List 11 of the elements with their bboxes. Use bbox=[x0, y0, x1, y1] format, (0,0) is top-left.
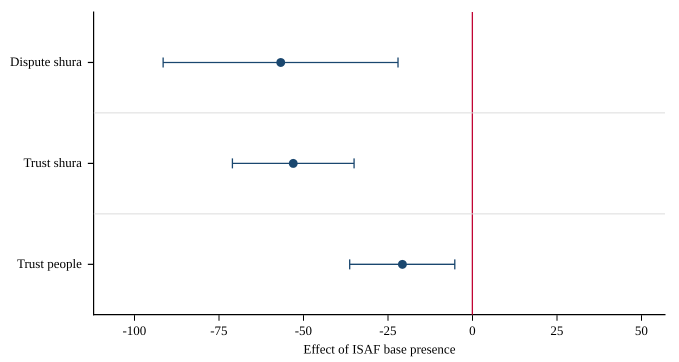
y-tick-label: Dispute shura bbox=[10, 54, 82, 69]
x-tick-label: -25 bbox=[379, 323, 397, 338]
y-tick-label: Trust shura bbox=[23, 154, 82, 170]
x-axis-title: Effect of ISAF base presence bbox=[303, 342, 456, 357]
y-tick-label: Trust people bbox=[16, 256, 82, 271]
x-tick-label: -75 bbox=[210, 323, 228, 338]
x-tick-label: -100 bbox=[122, 323, 146, 338]
x-tick-label: 50 bbox=[634, 323, 648, 338]
x-tick-label: 0 bbox=[469, 323, 476, 338]
x-tick-label: -50 bbox=[294, 323, 312, 338]
x-tick-label: 25 bbox=[550, 323, 564, 338]
